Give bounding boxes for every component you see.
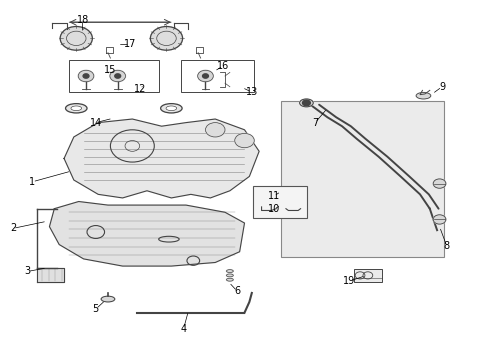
- Text: 5: 5: [92, 304, 99, 314]
- Polygon shape: [64, 119, 259, 198]
- Bar: [353, 269, 382, 282]
- Circle shape: [60, 27, 92, 50]
- Bar: [69, 60, 159, 92]
- Text: 19: 19: [343, 276, 355, 286]
- Circle shape: [83, 74, 89, 78]
- Circle shape: [78, 70, 94, 82]
- Circle shape: [115, 74, 121, 78]
- Text: 8: 8: [443, 241, 449, 251]
- Bar: [281, 101, 444, 257]
- Text: 7: 7: [311, 118, 318, 128]
- Circle shape: [234, 134, 254, 148]
- Ellipse shape: [65, 104, 87, 113]
- Text: 14: 14: [89, 118, 102, 128]
- Text: 15: 15: [104, 64, 116, 75]
- Text: 13: 13: [245, 87, 257, 97]
- Ellipse shape: [226, 274, 233, 277]
- Circle shape: [150, 27, 182, 50]
- Text: 12: 12: [133, 84, 145, 94]
- Circle shape: [110, 70, 125, 82]
- Ellipse shape: [226, 270, 233, 273]
- Circle shape: [432, 179, 445, 188]
- Text: 11: 11: [267, 191, 279, 201]
- Circle shape: [205, 123, 224, 137]
- Circle shape: [432, 215, 445, 224]
- Circle shape: [202, 74, 208, 78]
- Ellipse shape: [160, 104, 182, 113]
- Text: 3: 3: [24, 266, 31, 276]
- Circle shape: [302, 100, 310, 106]
- Text: 18: 18: [76, 15, 88, 26]
- Ellipse shape: [165, 106, 176, 111]
- Ellipse shape: [101, 296, 115, 302]
- Text: 1: 1: [29, 177, 35, 187]
- Ellipse shape: [71, 106, 81, 111]
- Text: 10: 10: [267, 204, 279, 215]
- Bar: [181, 60, 254, 92]
- Ellipse shape: [415, 93, 430, 99]
- Ellipse shape: [299, 99, 313, 107]
- Text: 16: 16: [217, 61, 229, 71]
- Text: 2: 2: [10, 224, 16, 233]
- Text: 4: 4: [180, 324, 186, 334]
- Circle shape: [197, 70, 213, 82]
- Polygon shape: [49, 202, 244, 266]
- Polygon shape: [37, 268, 64, 282]
- Text: 6: 6: [234, 286, 240, 296]
- Bar: [253, 186, 306, 219]
- Text: 17: 17: [123, 40, 136, 49]
- Text: 9: 9: [438, 82, 444, 92]
- Ellipse shape: [226, 278, 233, 281]
